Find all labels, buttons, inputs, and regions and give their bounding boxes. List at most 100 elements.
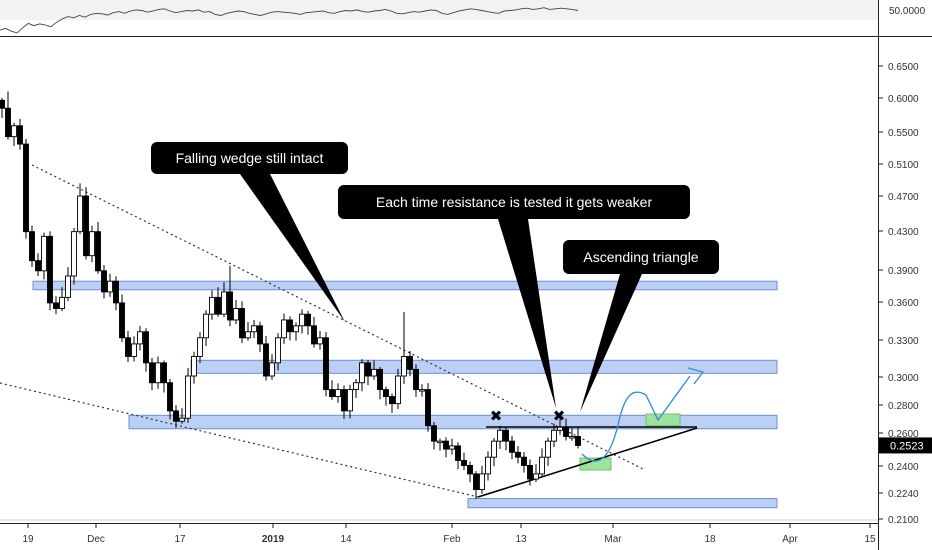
candle — [155, 356, 161, 389]
callout: Falling wedge still intact — [151, 142, 348, 322]
candle-body-down — [365, 362, 371, 377]
candle-body-down — [443, 440, 449, 450]
candle — [389, 393, 395, 413]
last-price-tag-background — [879, 437, 932, 454]
candle-body-up — [131, 343, 137, 357]
candle-body-down — [455, 445, 461, 461]
candle — [179, 408, 185, 424]
candle-body-down — [113, 280, 119, 304]
candle — [485, 451, 491, 481]
projected-price-path — [581, 375, 691, 462]
candle-body-up — [245, 331, 251, 339]
wedge-upper-line — [31, 164, 646, 471]
candle-body-down — [47, 235, 53, 304]
candle-body-up — [569, 436, 575, 439]
candle-body-down — [83, 195, 89, 257]
candle-body-up — [347, 389, 353, 412]
candle — [221, 282, 227, 318]
candle-body-down — [341, 389, 347, 412]
candle — [539, 448, 545, 478]
candle-body-down — [521, 456, 527, 466]
candle-body-up — [551, 429, 557, 442]
candle — [233, 300, 239, 325]
candle-body-down — [257, 325, 263, 345]
candle — [299, 309, 305, 334]
candle — [89, 225, 95, 263]
candle-body-up — [437, 440, 443, 444]
x-tick-label: 13 — [515, 534, 527, 545]
candle — [317, 330, 323, 350]
callout: Each time resistance is tested it gets w… — [338, 185, 690, 408]
candle — [197, 332, 203, 364]
y-tick-label: 0.3900 — [888, 266, 919, 277]
candle-body-down — [575, 436, 581, 446]
candle — [125, 330, 131, 363]
candlestick-series: ✖ ✖ — [0, 91, 581, 499]
candle — [209, 290, 215, 320]
candle-body-down — [5, 107, 11, 138]
callout-box — [563, 240, 719, 274]
candle — [401, 311, 407, 384]
candle-body-up — [497, 429, 503, 442]
wedge-lower-line — [0, 382, 479, 498]
candle — [515, 446, 521, 464]
candle-body-up — [479, 473, 485, 491]
candle-body-up — [353, 382, 359, 391]
candle-body-down — [467, 465, 473, 475]
candle — [443, 437, 449, 458]
candle — [413, 364, 419, 397]
candle — [275, 333, 281, 371]
candle — [347, 384, 353, 419]
candle — [149, 357, 155, 391]
candle — [521, 451, 527, 473]
candle — [341, 385, 347, 419]
x-tick-label: 2019 — [262, 534, 285, 545]
candle — [11, 122, 17, 146]
candle-body-up — [233, 308, 239, 321]
candle-body-up — [137, 331, 143, 345]
candle-body-up — [77, 195, 83, 233]
candle-body-down — [311, 325, 317, 345]
candle-body-down — [0, 99, 5, 109]
candle — [383, 386, 389, 406]
candle-body-up — [485, 456, 491, 475]
y-tick-label: 0.2800 — [888, 401, 919, 412]
x-tick-label: Dec — [87, 534, 105, 545]
candle — [323, 332, 329, 397]
candle-body-up — [59, 296, 65, 309]
candle-body-down — [215, 296, 221, 315]
callout-text: Falling wedge still intact — [176, 150, 324, 166]
x-tick-label: 19 — [22, 534, 34, 545]
candle — [143, 328, 149, 372]
target-box-lower — [579, 457, 612, 471]
candle — [395, 368, 401, 410]
resistance-test-mark: ✖ — [490, 408, 503, 425]
candle — [425, 383, 431, 432]
candle — [287, 316, 293, 341]
candle-body-down — [125, 337, 131, 357]
candle — [35, 253, 41, 276]
candle — [503, 427, 509, 451]
candle — [47, 231, 53, 311]
candle-body-up — [419, 389, 425, 392]
candle — [491, 438, 497, 467]
candle-body-down — [461, 460, 467, 466]
candle — [575, 426, 581, 449]
callout-pointer — [240, 174, 345, 322]
candle — [251, 319, 257, 339]
candle-body-up — [539, 456, 545, 475]
candle-body-down — [149, 362, 155, 384]
candle-body-down — [323, 337, 329, 391]
candle-body-up — [251, 325, 257, 333]
candle-body-up — [533, 473, 539, 480]
candle — [437, 438, 443, 451]
candle-body-down — [413, 368, 419, 391]
candle — [263, 336, 269, 381]
callout-text: Ascending triangle — [583, 249, 698, 265]
candle-body-down — [407, 355, 413, 370]
candle-body-down — [95, 231, 101, 272]
callout: Ascending triangle — [563, 240, 719, 412]
candle-body-down — [377, 368, 383, 391]
trend-lines — [0, 164, 705, 498]
callout-box — [338, 185, 690, 219]
